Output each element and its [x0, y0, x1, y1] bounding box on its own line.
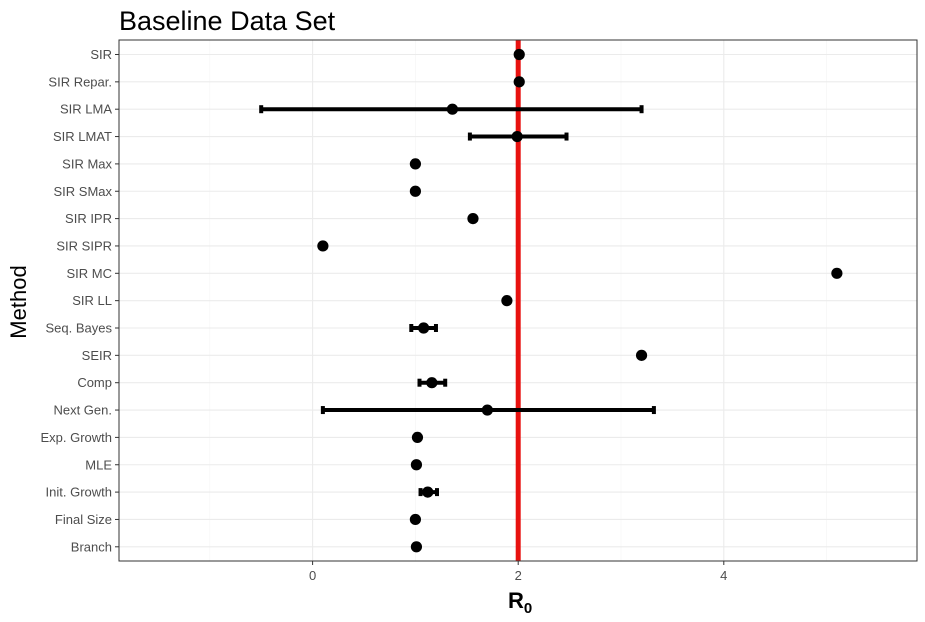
chart-title: Baseline Data Set	[119, 6, 336, 36]
y-tick-label: Init. Growth	[46, 485, 112, 500]
y-axis-label: Method	[6, 265, 31, 338]
y-tick-label: Exp. Growth	[40, 430, 112, 445]
y-tick-label: SEIR	[82, 348, 112, 363]
x-axis-label: R0	[508, 588, 532, 617]
data-point	[446, 103, 459, 115]
data-point	[513, 76, 525, 88]
y-tick-label: SIR Repar.	[48, 74, 112, 89]
data-point	[426, 377, 438, 389]
data-point	[409, 158, 421, 170]
y-tick-label: SIR SMax	[53, 184, 112, 199]
x-tick-label: 4	[720, 568, 727, 583]
y-tick-label: SIR MC	[67, 266, 113, 281]
data-point	[467, 213, 479, 225]
x-axis-label-main: R	[508, 588, 524, 613]
y-tick-label: Branch	[71, 539, 112, 554]
data-point	[831, 267, 843, 279]
y-tick-label: SIR LMA	[60, 102, 112, 117]
x-tick-label: 2	[515, 568, 522, 583]
y-tick-labels: SIR SIR Repar. SIR LMA SIR LMAT SIR Max SIR S…	[40, 47, 119, 554]
x-tick-label: 0	[309, 568, 316, 583]
x-tick-labels: 0 2 4	[309, 561, 727, 583]
y-tick-label: Seq. Bayes	[46, 321, 113, 336]
y-tick-label: MLE	[85, 457, 112, 472]
panel-border	[118, 39, 918, 562]
data-point	[317, 240, 329, 252]
y-tick-label: SIR LMAT	[53, 129, 112, 144]
data-point	[409, 185, 421, 197]
y-tick-label: SIR	[90, 47, 112, 62]
data-point	[635, 349, 648, 361]
data-point	[422, 486, 434, 498]
y-tick-label: SIR LL	[72, 293, 112, 308]
data-marks	[259, 48, 843, 553]
data-point	[409, 513, 421, 526]
y-tick-label: Comp	[77, 375, 112, 390]
y-tick-label: SIR IPR	[65, 211, 112, 226]
y-tick-label: SIR SIPR	[56, 238, 112, 253]
data-point	[511, 130, 523, 143]
data-point	[410, 541, 423, 553]
data-point	[410, 459, 423, 471]
data-point	[481, 404, 493, 416]
y-tick-label: Next Gen.	[53, 403, 112, 418]
data-point	[411, 431, 424, 443]
data-point	[513, 48, 525, 61]
data-point	[501, 295, 513, 307]
x-axis-label-subscript: 0	[524, 600, 532, 617]
data-point	[418, 322, 430, 334]
y-tick-label: Final Size	[55, 512, 112, 527]
y-tick-label: SIR Max	[62, 156, 112, 171]
